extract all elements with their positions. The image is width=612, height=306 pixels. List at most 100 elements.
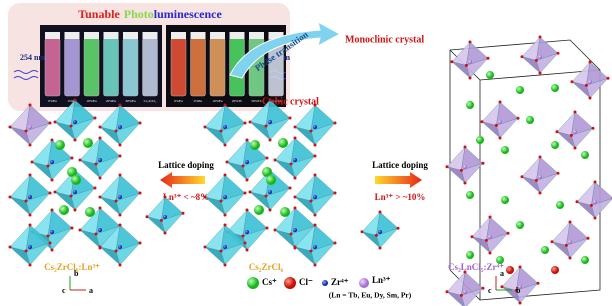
cl-atom <box>70 125 73 128</box>
vial-cap <box>45 32 60 39</box>
cl-atom <box>557 52 560 55</box>
cs-atom <box>466 251 474 259</box>
center-atom <box>73 120 77 124</box>
doping-title: Lattice doping <box>158 160 214 170</box>
cl-atom <box>592 127 595 130</box>
center-atom <box>268 190 272 194</box>
cs-atom <box>551 141 559 149</box>
cl-atom <box>314 174 317 177</box>
cl-atom <box>539 72 542 75</box>
cl-atom <box>565 244 568 247</box>
cl-atom <box>74 99 77 102</box>
cl-atom <box>535 179 538 182</box>
cl-atom <box>99 177 102 180</box>
center-atom <box>98 228 102 232</box>
cs-atom <box>581 256 589 264</box>
vial <box>45 38 60 96</box>
cl-atom <box>220 130 223 133</box>
cl-atom <box>570 134 573 137</box>
cl-atom <box>589 97 592 100</box>
cl-atom <box>594 217 597 220</box>
cs-atom <box>516 86 524 94</box>
cl-atom <box>501 285 504 288</box>
cl-atom <box>482 162 485 165</box>
axis-label: b <box>74 269 79 278</box>
center-atom <box>118 245 122 249</box>
cs-atom <box>501 196 509 204</box>
center-atom <box>538 175 542 179</box>
cl-atom <box>115 250 118 253</box>
cl-atom <box>99 137 102 140</box>
cl-atom <box>487 57 490 60</box>
cl-atom <box>54 121 57 124</box>
cl-atom <box>94 117 97 120</box>
compound-label: Cs₂ZrCl₆:Ln³⁺ <box>44 262 100 272</box>
cl-atom <box>310 250 313 253</box>
cl-atom <box>485 239 488 242</box>
cl-atom <box>95 163 98 166</box>
cl-atom <box>47 235 50 238</box>
center-atom <box>588 80 592 84</box>
cl-atom <box>9 126 12 129</box>
title-part: luminescence <box>154 7 223 21</box>
legend-note: (Ln = Tb, Eu, Dy, Sm, Pr) <box>329 291 412 300</box>
cl-atom <box>242 235 245 238</box>
vial-label: 0%Eu <box>48 99 57 103</box>
cl-atom <box>539 156 542 159</box>
cl-atom <box>249 121 252 124</box>
cl-atom <box>266 227 269 230</box>
cl-atom <box>489 252 492 255</box>
cs-atom <box>71 175 81 185</box>
cl-atom <box>294 137 297 140</box>
cl-atom <box>71 227 74 230</box>
center-atom <box>498 120 502 124</box>
cl-atom <box>99 207 102 210</box>
vial-cap <box>65 32 80 39</box>
cl-atom <box>334 242 337 245</box>
compound-label: Cs₂LnCl₅:Zr⁴⁺ <box>448 262 504 272</box>
cl-atom <box>146 215 149 218</box>
cl-atom <box>535 59 538 62</box>
cl-atom <box>464 182 467 185</box>
cs-atom <box>541 246 549 254</box>
cl-atom <box>246 179 249 182</box>
cl-atom <box>499 137 502 140</box>
cl-atom <box>226 161 229 164</box>
center-atom <box>293 228 297 232</box>
center-atom <box>118 125 122 129</box>
cl-atom <box>119 155 122 158</box>
cl-atom <box>269 99 272 102</box>
cl-atom <box>139 242 142 245</box>
cs-atom <box>83 138 93 148</box>
vial <box>210 38 225 96</box>
vial-label: Cs₂ZrCl₆ <box>144 99 158 103</box>
cl-atom <box>25 250 28 253</box>
cl-atom <box>164 232 167 235</box>
center-atom <box>50 230 54 234</box>
cl-atom <box>551 266 559 274</box>
cl-atom <box>294 177 297 180</box>
vial <box>65 38 80 96</box>
cl-atom <box>164 196 167 199</box>
cl-atom <box>119 224 122 227</box>
cl-atom <box>29 174 32 177</box>
cl-atom <box>269 209 272 212</box>
cl-atom <box>294 246 297 249</box>
cl-atom <box>54 191 57 194</box>
vial-cap <box>104 32 119 39</box>
cl-atom <box>29 264 32 267</box>
doping-condition: Ln³⁺ < ~8% <box>163 192 209 202</box>
center-atom <box>28 245 32 249</box>
vial <box>123 38 138 96</box>
cl-atom <box>289 187 292 190</box>
cl-atom <box>31 161 34 164</box>
vial-cap <box>84 32 99 39</box>
cl-atom <box>244 192 247 195</box>
cl-atom <box>556 130 559 133</box>
cl-atom <box>51 139 54 142</box>
cl-atom <box>119 144 122 147</box>
center-atom <box>568 240 572 244</box>
cs-atom <box>516 221 524 229</box>
center-atom <box>28 125 32 129</box>
cl-atom <box>460 169 463 172</box>
